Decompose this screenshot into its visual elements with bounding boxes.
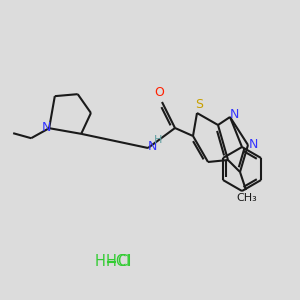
Text: HCl: HCl [105,254,130,269]
Text: S: S [195,98,203,112]
Text: O: O [154,86,164,100]
Text: N: N [229,109,239,122]
Text: H: H [94,254,105,269]
Text: N: N [248,139,258,152]
Text: N: N [41,121,51,134]
Text: H: H [154,135,162,145]
Text: N: N [147,140,157,154]
Text: CH₃: CH₃ [237,193,257,203]
Text: Cl: Cl [117,254,131,269]
